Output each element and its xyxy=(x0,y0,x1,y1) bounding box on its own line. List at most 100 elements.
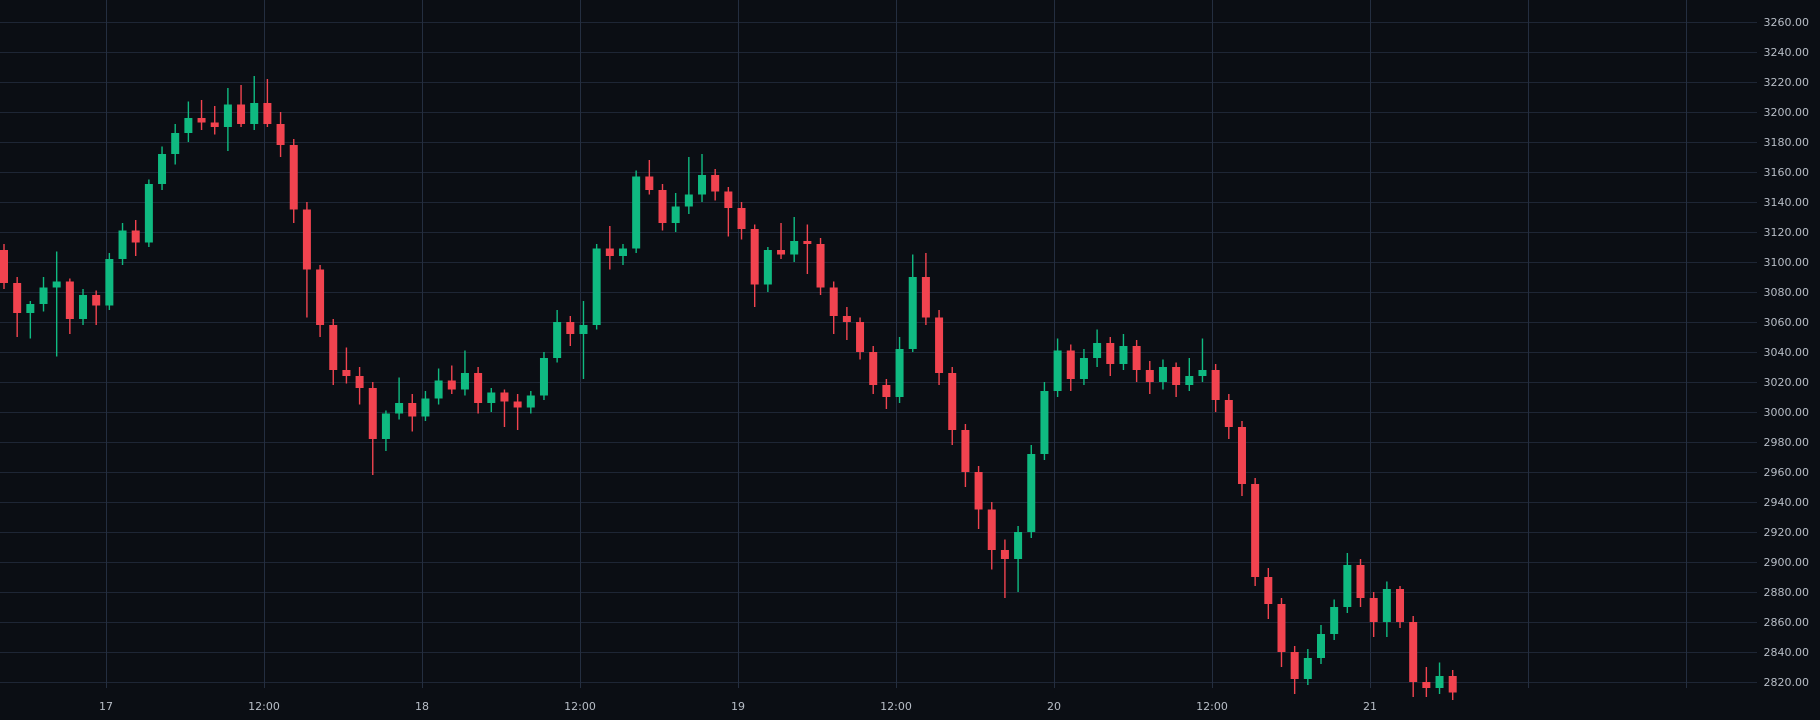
candle-wick xyxy=(806,224,809,274)
candle xyxy=(368,382,377,475)
candle xyxy=(1185,358,1194,391)
candle xyxy=(1145,361,1154,394)
candle xyxy=(131,220,140,256)
candle xyxy=(1396,586,1405,628)
candle xyxy=(737,202,746,240)
candle xyxy=(856,317,865,360)
candle xyxy=(1198,338,1207,382)
candle-body xyxy=(671,206,680,223)
candle-body xyxy=(302,209,311,270)
candle-body xyxy=(1079,358,1088,379)
candle-body xyxy=(1356,565,1365,598)
candle-body xyxy=(790,241,799,255)
candle-body xyxy=(816,244,825,288)
time-axis-label: 12:00 xyxy=(564,700,596,713)
price-axis-label: 3220.00 xyxy=(1764,76,1810,89)
candle xyxy=(882,379,891,409)
candle-body xyxy=(1317,634,1325,658)
price-axis[interactable]: 3260.00 3240.00 3220.00 3200.00 3180.00 3160.… xyxy=(1764,16,1810,689)
candle-body xyxy=(171,133,180,154)
candle-body xyxy=(513,401,522,408)
candle-body xyxy=(1211,370,1220,400)
candle-wick xyxy=(200,100,203,130)
candle-body xyxy=(342,370,351,376)
candle xyxy=(526,391,535,414)
candle xyxy=(1251,478,1260,586)
candle-body xyxy=(1330,607,1339,634)
price-axis-label: 2860.00 xyxy=(1764,616,1810,629)
candle xyxy=(237,85,246,127)
candle xyxy=(790,217,799,262)
candle xyxy=(816,238,825,295)
candle-body xyxy=(895,349,904,397)
candle-body xyxy=(1237,427,1246,484)
candle xyxy=(592,244,601,330)
time-axis-label: 17 xyxy=(99,700,113,713)
time-axis[interactable]: 17 12:00 18 12:00 19 12:00 20 12:00 21 xyxy=(99,700,1377,713)
candle xyxy=(1264,568,1273,619)
candle-body xyxy=(1409,622,1418,682)
candle xyxy=(316,265,325,337)
candle-body xyxy=(26,304,35,313)
candle-body xyxy=(210,122,219,127)
price-axis-label: 2960.00 xyxy=(1764,466,1810,479)
candle-wick xyxy=(451,365,453,394)
candle-wick xyxy=(214,106,216,135)
candle xyxy=(421,391,430,421)
candle xyxy=(0,244,8,289)
candle-body xyxy=(237,104,246,124)
candle-body xyxy=(329,325,338,370)
candle-body xyxy=(447,380,456,390)
candle xyxy=(79,289,88,325)
candle xyxy=(250,76,259,130)
candle xyxy=(26,301,35,339)
candle xyxy=(460,350,469,396)
candle-wick xyxy=(1201,338,1204,382)
candle xyxy=(1027,445,1036,538)
candle-wick xyxy=(582,301,585,379)
candle xyxy=(1435,662,1444,694)
candle-wick xyxy=(688,157,690,214)
candle xyxy=(711,169,720,201)
candle xyxy=(171,124,180,165)
time-axis-label: 12:00 xyxy=(880,700,912,713)
candle-body xyxy=(144,184,153,243)
candle-body xyxy=(1132,346,1141,370)
candle xyxy=(13,277,22,337)
candle-body xyxy=(1369,598,1378,622)
candle xyxy=(1000,539,1009,598)
price-axis-label: 3100.00 xyxy=(1764,256,1810,269)
candle-body xyxy=(316,269,325,325)
time-axis-label: 12:00 xyxy=(1196,700,1228,713)
time-axis-label: 20 xyxy=(1047,700,1061,713)
candle-body xyxy=(1185,376,1194,385)
candle-body xyxy=(803,241,812,244)
candle xyxy=(342,347,351,384)
candle-body xyxy=(829,287,838,316)
candle-body xyxy=(1106,343,1115,364)
candle-body xyxy=(605,248,614,256)
candle xyxy=(1382,581,1391,637)
candle xyxy=(447,365,456,394)
candle-body xyxy=(460,373,469,390)
candle xyxy=(1053,338,1062,397)
time-gridlines xyxy=(106,0,1687,688)
candle xyxy=(1079,349,1088,385)
candle-body xyxy=(592,248,601,325)
candle-body xyxy=(408,403,417,417)
candle-body xyxy=(579,325,588,334)
candle-body xyxy=(539,358,548,396)
price-axis-label: 3020.00 xyxy=(1764,376,1810,389)
candle xyxy=(869,346,878,394)
candle-body xyxy=(908,277,917,349)
price-axis-label: 3000.00 xyxy=(1764,406,1810,419)
candle xyxy=(1409,616,1418,697)
candle xyxy=(1014,526,1023,592)
candle-body xyxy=(1251,484,1260,577)
price-axis-label: 3120.00 xyxy=(1764,226,1810,239)
candle-body xyxy=(500,392,509,402)
candle xyxy=(197,100,206,130)
candle-body xyxy=(52,281,61,288)
